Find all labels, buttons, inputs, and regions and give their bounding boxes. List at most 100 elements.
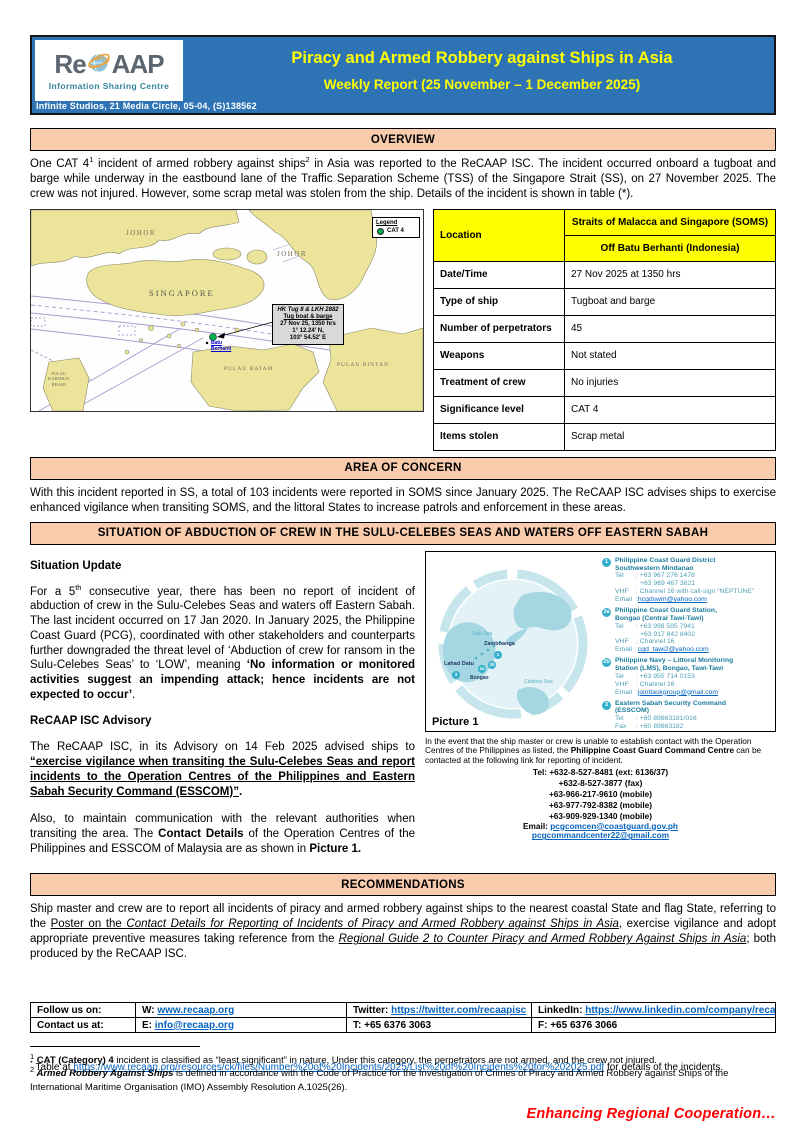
table-label-weapons: Weapons xyxy=(433,341,565,370)
advisory-text-b: . xyxy=(238,785,243,798)
table-label-items-stolen: Items stolen xyxy=(433,422,565,451)
footnotes-block: 1 CAT (Category) 4 incident is classifie… xyxy=(30,1046,776,1122)
contact-entry: 1 Philippine Coast Guard District Southw… xyxy=(602,557,773,604)
cat4-incident-marker xyxy=(209,333,217,341)
also-text-contact-details: Contact Details xyxy=(158,828,244,841)
report-subtitle: Weekly Report (25 November – 1 December … xyxy=(323,77,641,92)
phone-line: +63-966-217-9610 (mobile) xyxy=(548,788,653,799)
tagline: Enhancing Regional Cooperation… xyxy=(526,1105,776,1122)
table-row: Items stolen Scrap metal xyxy=(433,422,776,451)
poster-link-text[interactable]: Poster on the xyxy=(50,918,127,931)
map-marker-1: 1 xyxy=(494,650,502,659)
table-row: Date/Time 27 Nov 2025 at 1350 hrs xyxy=(433,260,776,289)
also-paragraph: Also, to maintain communication with the… xyxy=(30,812,415,856)
footer-contact-table: Follow us on: W: www.recaap.org Twitter:… xyxy=(30,1002,776,1034)
phone-line: +632-8-527-3877 (fax) xyxy=(558,777,643,788)
footnote-ref-1: 1 xyxy=(89,155,94,165)
sulu-celebes-map-graphic: Sulu Sea Zamboanga 1 Lahad Datu 3 2a 2b … xyxy=(426,552,602,731)
legend-cat4-label: CAT 4 xyxy=(387,228,404,235)
linkedin-link[interactable]: https://www.linkedin.com/company/recaap-… xyxy=(585,1004,776,1016)
section-header-situation: SITUATION OF ABDUCTION OF CREW IN THE SU… xyxy=(30,521,776,545)
contact-name: Philippine Navy – Littoral Monitoring St… xyxy=(615,657,734,673)
table-value-items-stolen: Scrap metal xyxy=(564,422,776,451)
situation-text-b: consecutive year, there has been no repo… xyxy=(30,585,415,672)
picture1-caption: Picture 1 xyxy=(432,715,479,728)
contact-details-poster-link[interactable]: Contact Details for Reporting of Inciden… xyxy=(126,918,619,931)
table-value-perpetrators: 45 xyxy=(564,314,776,343)
callout-datetime: 27 Nov 25, 1350 hrs xyxy=(280,320,336,327)
situation-update-paragraph: For a 5th consecutive year, there has be… xyxy=(30,582,416,703)
contact-number-badge: 1 xyxy=(602,557,611,567)
section-header-recommendations: RECOMMENDATIONS xyxy=(30,873,776,897)
also-text-a: Also, to maintain communication with the… xyxy=(30,813,415,841)
website-link[interactable]: www.recaap.org xyxy=(157,1004,235,1016)
label-zamboanga: Zamboanga xyxy=(484,640,515,647)
section-header-overview: OVERVIEW xyxy=(30,128,776,151)
callout-ship-type: Tug boat & barge xyxy=(283,313,333,320)
isc-address: Infinite Studios, 21 Media Circle, 05-04… xyxy=(36,101,257,111)
contact-email-link[interactable]: jointtaskgroup@gmail.com xyxy=(637,688,719,696)
report-header: Re AAP Information Sharing Centre Piracy… xyxy=(30,35,776,115)
map-label-batu-berhanti: Batu Berhanti xyxy=(211,339,232,352)
ordinal-sup: th xyxy=(75,582,82,592)
contact-us-label: Contact us at: xyxy=(30,1017,136,1034)
phone-line: Tel: +632-8-527-8481 (ext: 6136/37) xyxy=(532,767,669,778)
callout-ship-name: HK Tug 8 & LKH 2882 xyxy=(277,306,339,313)
callout-latitude: 1° 12.24' N, xyxy=(292,328,324,335)
operation-centre-contacts: 1 Philippine Coast Guard District Southw… xyxy=(602,552,775,731)
recaap-logo-wordmark: Re AAP xyxy=(54,49,164,79)
table-value-ship-type: Tugboat and barge xyxy=(564,287,776,316)
table-value-datetime: 27 Nov 2025 at 1350 hrs xyxy=(564,260,776,289)
situation-text-c: . xyxy=(132,688,136,701)
table-label-ship-type: Type of ship xyxy=(433,287,565,316)
pcg-email-link-1[interactable]: pcgcomcen@coastguard.gov.ph xyxy=(550,820,679,831)
table-label-crew-treatment: Treatment of crew xyxy=(433,368,565,397)
table-row: Treatment of crew No injuries xyxy=(433,368,776,397)
recaap-logo: Re AAP Information Sharing Centre xyxy=(35,40,183,101)
table-row: Significance level CAT 4 xyxy=(433,395,776,424)
regional-guide-link[interactable]: Regional Guide 2 to Counter Piracy and A… xyxy=(338,933,747,946)
table-value-weapons: Not stated xyxy=(564,341,776,370)
recommendations-paragraph: Ship master and crew are to report all i… xyxy=(30,903,776,961)
footer-telephone: T: +65 6376 3063 xyxy=(346,1017,532,1034)
map-label-pulau-karimun: PULAU KARIMUN BESAR xyxy=(48,370,70,387)
logo-text-re: Re xyxy=(54,49,86,79)
table-label-significance: Significance level xyxy=(433,395,565,424)
footnote-1: 1 CAT (Category) 4 incident is classifie… xyxy=(30,1051,657,1066)
label-lahad-datu: Lahad Datu xyxy=(444,660,474,667)
footer-fax: F: +65 6376 3066 xyxy=(531,1017,776,1034)
map-label-johor-west: JOHOR xyxy=(126,228,157,237)
footnote-ref-2: 2 xyxy=(305,155,310,165)
incident-details-table: Location Straits of Malacca and Singapor… xyxy=(433,208,776,451)
advisory-text-a: The ReCAAP ISC, in its Advisory on 14 Fe… xyxy=(30,741,415,754)
map-label-johor-east: JOHOR xyxy=(277,249,308,258)
contact-number-badge: 3 xyxy=(602,700,611,710)
map-marker-3: 3 xyxy=(452,670,460,679)
contact-email-link[interactable]: cgd_tawi2@yahoo.com xyxy=(637,646,709,654)
overview-paragraph: One CAT 41 incident of armed robbery aga… xyxy=(30,155,777,202)
also-text-picture1: Picture 1. xyxy=(309,842,362,855)
label-celebes-sea: Celebes Sea xyxy=(524,678,553,685)
globe-icon xyxy=(87,50,111,78)
overview-text-c: in Asia was reported to the ReCAAP ISC. … xyxy=(30,158,777,200)
section-header-area-of-concern: AREA OF CONCERN xyxy=(30,456,776,480)
contact-name: Eastern Sabah Security Command (ESSCOM) xyxy=(615,699,727,715)
email-label: Email: xyxy=(522,820,551,831)
table-value-location-area: Straits of Malacca and Singapore (SOMS) xyxy=(564,208,776,236)
overview-text-b: incident of armed robbery against ships xyxy=(93,158,306,170)
contact-email-link[interactable]: hcgdswm@yahoo.com xyxy=(637,596,707,604)
twitter-link[interactable]: https://twitter.com/recaapisc xyxy=(391,1004,527,1016)
table-asterisk-note: * Table at https://www.recaap.org/resour… xyxy=(30,1058,724,1074)
situation-text-bold: ‘No information or monitored activities … xyxy=(30,659,416,701)
info-email-link[interactable]: info@recaap.org xyxy=(154,1019,234,1031)
also-text-c: of the Operation Centres of the Philippi… xyxy=(30,828,415,855)
footer-row-contact: Contact us at: E: info@recaap.org T: +65… xyxy=(30,1017,776,1034)
incident-list-link[interactable]: https://www.recaap.org/resources/ck/file… xyxy=(73,1062,605,1074)
advisory-heading: ReCAAP ISC Advisory xyxy=(30,715,152,728)
overview-text-a: One CAT 4 xyxy=(30,158,90,170)
pcg-email-link-2[interactable]: pcgcommandcenter22@gmail.com xyxy=(531,830,670,841)
area-of-concern-paragraph: With this incident reported in SS, a tot… xyxy=(30,486,776,514)
contact-number-badge: 2b xyxy=(602,658,611,668)
map-label-singapore: SINGAPORE xyxy=(149,287,215,298)
